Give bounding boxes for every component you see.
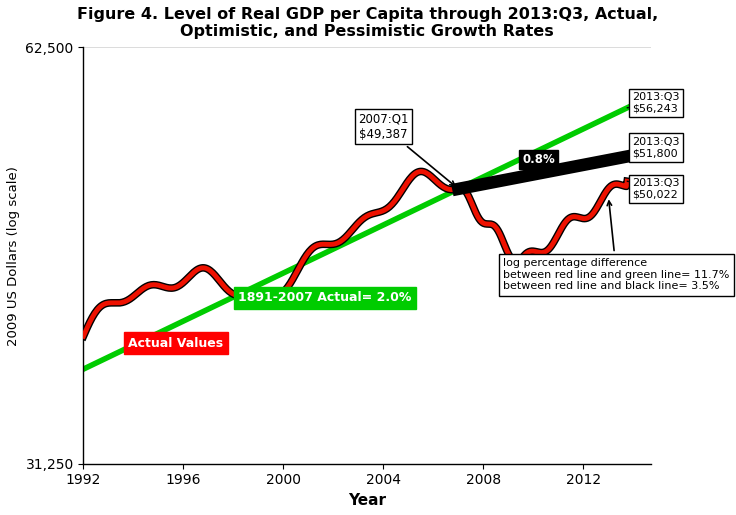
Text: 2013:Q3
$56,243: 2013:Q3 $56,243 — [627, 92, 679, 114]
Text: log percentage difference
between red line and green line= 11.7%
between red lin: log percentage difference between red li… — [503, 201, 730, 291]
Text: 1891-2007 Actual= 2.0%: 1891-2007 Actual= 2.0% — [238, 291, 412, 304]
Y-axis label: 2009 US Dollars (log scale): 2009 US Dollars (log scale) — [7, 166, 20, 346]
Text: Actual Values: Actual Values — [129, 337, 224, 350]
Text: 2013:Q3
$51,800: 2013:Q3 $51,800 — [627, 136, 679, 158]
Text: 0.8%: 0.8% — [522, 153, 555, 166]
Text: 2013:Q3
$50,022: 2013:Q3 $50,022 — [627, 178, 679, 200]
X-axis label: Year: Year — [348, 493, 386, 508]
Title: Figure 4. Level of Real GDP per Capita through 2013:Q3, Actual,
Optimistic, and : Figure 4. Level of Real GDP per Capita t… — [77, 7, 658, 39]
Text: 2007:Q1
$49,387: 2007:Q1 $49,387 — [358, 113, 455, 186]
